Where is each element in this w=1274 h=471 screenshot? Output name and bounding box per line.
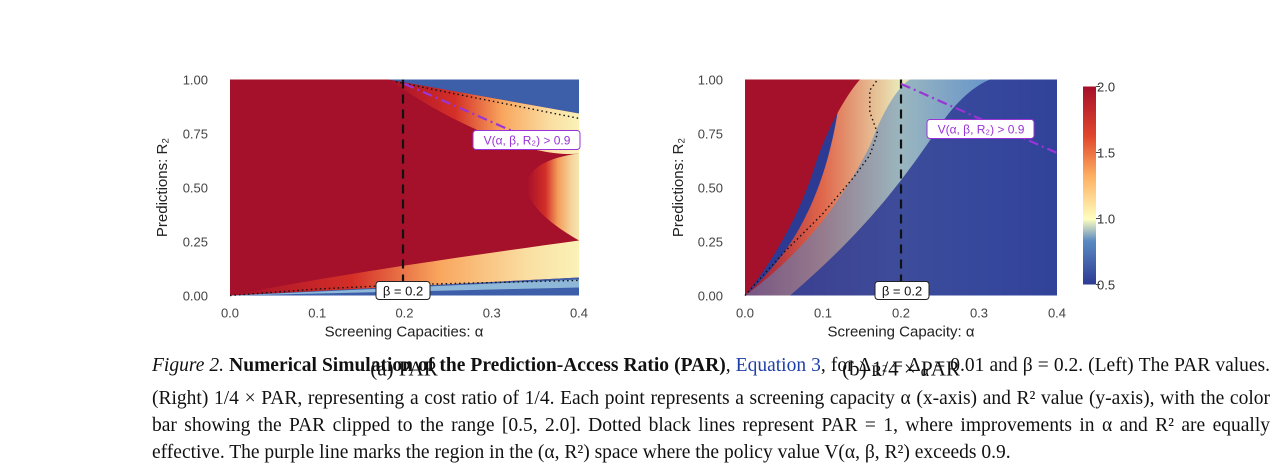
panel-b-par-one-contour xyxy=(744,79,879,296)
panel-a-ylabel: Predictions: R₂ xyxy=(154,138,171,237)
panel-b-policy-line xyxy=(900,82,1058,154)
panel-b-xtick: 0.1 xyxy=(814,306,832,321)
panel-a-policy-line xyxy=(404,82,519,135)
panel-b-ticks: 0.0 0.1 0.2 0.3 0.4 0.00 0.25 0.50 0.75 1.00 xyxy=(698,73,1066,321)
colorbar-tick-label: 1.0 xyxy=(1097,212,1115,227)
panel-a-ytick: 0.00 xyxy=(183,289,208,304)
caption-line4: in α and R² are equally effective. The p… xyxy=(152,414,1271,463)
panel-b-policy-label: V(α, β, R₂) > 0.9 xyxy=(938,123,1025,137)
panel-a-ticks: 0.0 0.1 0.2 0.3 0.4 0.00 0.25 0.50 0.75 1.00 xyxy=(183,73,588,321)
figure-caption: Figure 2. Numerical Simulation of the Pr… xyxy=(152,355,1271,463)
panel-b-xtick: 0.0 xyxy=(736,306,754,321)
panel-a-policy-label: V(α, β, R₂) > 0.9 xyxy=(484,134,571,148)
panel-a-ytick: 0.75 xyxy=(183,127,208,142)
caption-line1-rest: , for Δ xyxy=(820,355,872,376)
panel-a-heatmap xyxy=(230,79,579,296)
panel-a-par: V(α, β, R₂) > 0.9 β = 0.2 0.0 0.1 0.2 0.3 0.… xyxy=(154,73,588,381)
panel-b-xtick: 0.3 xyxy=(970,306,988,321)
panel-a-beta-label: β = 0.2 xyxy=(383,284,423,299)
caption-delta-sub: R² xyxy=(871,361,887,380)
panel-b-contour-line xyxy=(744,79,879,296)
panel-a-beta-label-box xyxy=(375,281,431,300)
panel-a-ytick: 1.00 xyxy=(183,73,208,88)
panel-b-xtick: 0.2 xyxy=(892,306,910,321)
panel-b-ytick: 0.50 xyxy=(698,181,723,196)
panel-a-xtick: 0.2 xyxy=(395,306,413,321)
colorbar-tick-label: 1.5 xyxy=(1097,146,1115,161)
panel-b-beta-label: β = 0.2 xyxy=(882,284,922,299)
caption-line1-tail: = Δ xyxy=(886,355,921,376)
colorbar-tick-label: 0.5 xyxy=(1097,278,1115,293)
panel-b-ytick: 1.00 xyxy=(698,73,723,88)
panel-a-policy-label-box xyxy=(472,130,581,150)
panel-b-ytick: 0.25 xyxy=(698,235,723,250)
panel-b-xtick: 0.4 xyxy=(1048,306,1066,321)
colorbar-tick-label: 2.0 xyxy=(1097,80,1115,95)
panel-a-xtick: 0.4 xyxy=(570,306,588,321)
panel-a-ytick: 0.50 xyxy=(183,181,208,196)
caption-line1-end: = 0.01 and β = 0.2. (Left) The xyxy=(929,355,1170,376)
caption-line3: (y-axis), with the color bar showing the… xyxy=(152,387,1271,436)
panel-a-xlabel: Screening Capacities: α xyxy=(325,324,484,341)
panel-a-xtick: 0.3 xyxy=(483,306,501,321)
panel-a-xtick: 0.0 xyxy=(221,306,239,321)
panel-b-beta-label-box xyxy=(874,281,930,300)
panel-b-ylabel: Predictions: R₂ xyxy=(670,138,687,237)
panel-b-ytick: 0.75 xyxy=(698,127,723,142)
panel-a-xtick: 0.1 xyxy=(308,306,326,321)
panel-b-policy-label-box xyxy=(926,119,1035,139)
caption-equation-link[interactable]: Equation 3 xyxy=(735,355,821,376)
panel-a-subcaption: (a) PAR xyxy=(370,357,437,381)
caption-figure-label: Figure 2. xyxy=(152,355,225,376)
caption-alpha-sub: α xyxy=(920,361,930,380)
colorbar xyxy=(1083,86,1096,285)
caption-line2: PAR values. (Right) 1/4 × PAR, represent… xyxy=(152,355,1271,409)
panel-b-ytick: 0.00 xyxy=(698,289,723,304)
panel-b-subcaption: (b) 1/4 × PAR xyxy=(842,357,960,381)
panel-b-quarter-par: V(α, β, R₂) > 0.9 β = 0.2 0.0 0.1 0.2 0.3 0.… xyxy=(670,73,1115,381)
panel-b-xlabel: Screening Capacity: α xyxy=(827,324,974,341)
caption-title: Numerical Simulation of the Prediction-A… xyxy=(229,355,726,376)
panel-a-ytick: 0.25 xyxy=(183,235,208,250)
colorbar-ticks: 0.5 1.0 1.5 2.0 xyxy=(1096,80,1115,293)
